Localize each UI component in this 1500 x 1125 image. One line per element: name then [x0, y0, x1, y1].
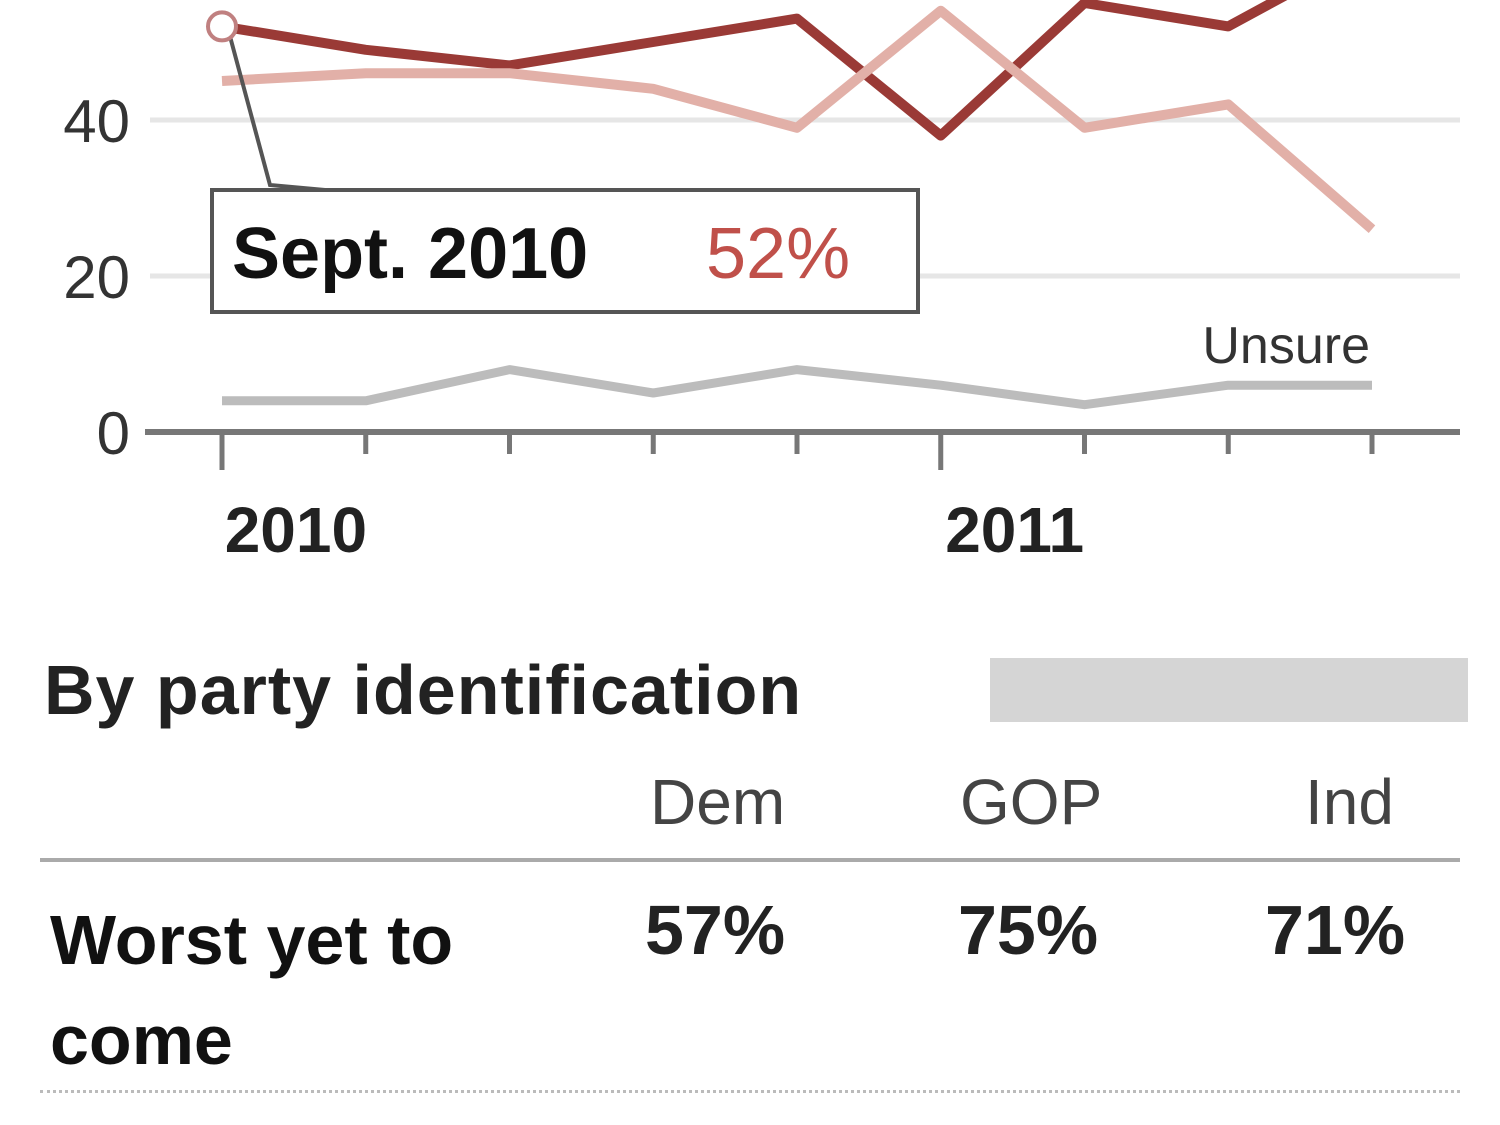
callout-value: 52% — [706, 214, 850, 294]
highlight-marker — [206, 10, 238, 43]
table-header-rule — [40, 858, 1460, 862]
x-tick-label: 2010 — [225, 494, 367, 566]
line-chart: 0 20 40 Unsure 2010 2011 Sept. 2010 52% — [63, 0, 1460, 566]
column-header-gop: GOP — [960, 766, 1103, 838]
y-tick-label: 40 — [63, 88, 130, 155]
cell-ind: 71% — [1265, 891, 1406, 969]
series-line-2 — [222, 365, 1372, 410]
column-header-ind: Ind — [1305, 766, 1394, 838]
callout-box — [210, 188, 920, 314]
callout-leader — [228, 35, 326, 192]
row-label: Worst yet to come — [50, 901, 454, 1079]
x-tick-label: 2011 — [945, 494, 1084, 566]
y-tick-label: 0 — [97, 400, 130, 467]
column-header-dem: Dem — [650, 766, 786, 838]
series-line-0 — [221, 0, 1288, 141]
section-header-bar — [990, 658, 1468, 722]
cell-dem: 57% — [645, 891, 786, 969]
y-tick-label: 20 — [63, 244, 130, 311]
callout-date: Sept. 2010 — [232, 214, 588, 294]
series-label: Unsure — [1202, 317, 1370, 375]
section-title: By party identification — [44, 651, 803, 729]
cell-gop: 75% — [958, 891, 1099, 969]
table-bottom-rule — [40, 1090, 1460, 1093]
